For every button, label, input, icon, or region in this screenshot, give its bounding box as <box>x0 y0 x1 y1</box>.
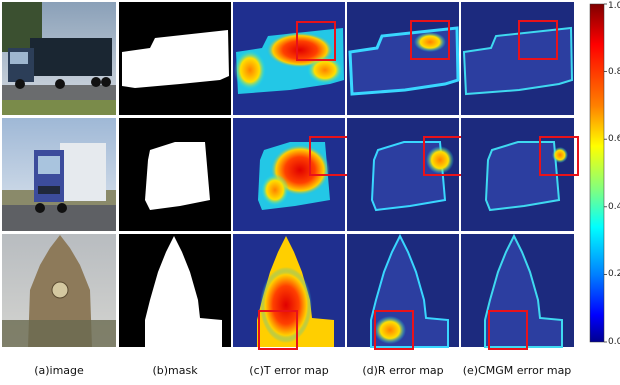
caption-t-error-map: (c)T error map <box>249 364 329 377</box>
colorbar-tick-0.0: 0.0 <box>608 337 620 347</box>
row3-r-error-map <box>347 233 459 350</box>
row1-t-error-map <box>233 2 345 115</box>
colorbar-tick-0.4: 0.4 <box>608 201 620 212</box>
colorbar-tick-0.6: 0.6 <box>608 134 620 145</box>
row2-r-error-map <box>347 118 463 231</box>
caption-mask: (b)mask <box>152 364 198 377</box>
colorbar <box>589 3 605 343</box>
row3-cmgm-error-map <box>461 233 574 350</box>
caption-cmgm-error-map: (e)CMGM error map <box>462 364 572 377</box>
colorbar-tick-0.2: 0.2 <box>608 269 620 280</box>
caption-r-error-map: (d)R error map <box>362 364 444 377</box>
row2-cmgm-error-map <box>461 118 579 231</box>
colorbar-tick-0.8: 0.8 <box>608 66 620 77</box>
row3-t-error-map <box>233 234 345 350</box>
row3-mask <box>119 234 231 347</box>
row1-r-error-map <box>347 2 460 115</box>
colorbar-ticks <box>604 3 607 343</box>
row2-image <box>2 118 116 231</box>
row1-image <box>2 2 116 115</box>
colorbar-tick-1.0: 1.0 <box>608 1 620 11</box>
row1-mask <box>119 2 231 115</box>
row3-image <box>2 234 116 347</box>
row2-mask <box>119 118 231 231</box>
row1-cmgm-error-map <box>461 2 574 115</box>
caption-image: (a)image <box>34 364 84 377</box>
row2-t-error-map <box>233 118 349 231</box>
